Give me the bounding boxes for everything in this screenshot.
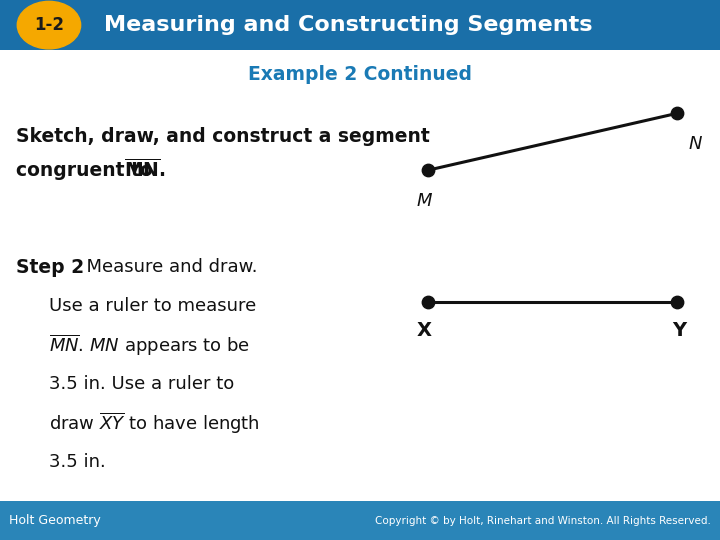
Text: Holt Geometry: Holt Geometry <box>9 514 100 527</box>
Bar <box>0 0 720 50</box>
Text: $N$: $N$ <box>688 135 703 153</box>
Circle shape <box>17 1 81 49</box>
Text: 1-2: 1-2 <box>34 16 64 34</box>
Text: Sketch, draw, and construct a segment: Sketch, draw, and construct a segment <box>16 126 430 146</box>
Point <box>423 166 434 174</box>
Point <box>423 298 434 307</box>
Text: Measure and draw.: Measure and draw. <box>75 258 257 276</box>
Text: draw $\overline{XY}$ to have length: draw $\overline{XY}$ to have length <box>49 410 260 436</box>
Text: 3.5 in.: 3.5 in. <box>49 453 106 471</box>
Bar <box>0 501 720 540</box>
Text: congruent to: congruent to <box>16 160 159 180</box>
Text: $\mathbf{Y}$: $\mathbf{Y}$ <box>672 321 688 340</box>
Text: Copyright © by Holt, Rinehart and Winston. All Rights Reserved.: Copyright © by Holt, Rinehart and Winsto… <box>376 516 711 525</box>
Text: Use a ruler to measure: Use a ruler to measure <box>49 297 256 315</box>
Text: 3.5 in. Use a ruler to: 3.5 in. Use a ruler to <box>49 375 234 393</box>
Text: $M$: $M$ <box>416 192 433 210</box>
Text: Example 2 Continued: Example 2 Continued <box>248 65 472 84</box>
Text: $\overline{\mathbf{MN}}$.: $\overline{\mathbf{MN}}$. <box>124 159 166 181</box>
Point <box>671 298 683 307</box>
Point <box>671 109 683 118</box>
Text: Measuring and Constructing Segments: Measuring and Constructing Segments <box>104 15 593 35</box>
Text: $\overline{MN}$. $MN$ appears to be: $\overline{MN}$. $MN$ appears to be <box>49 332 250 358</box>
Text: $\mathbf{X}$: $\mathbf{X}$ <box>416 321 433 340</box>
Text: Step 2: Step 2 <box>16 258 84 277</box>
